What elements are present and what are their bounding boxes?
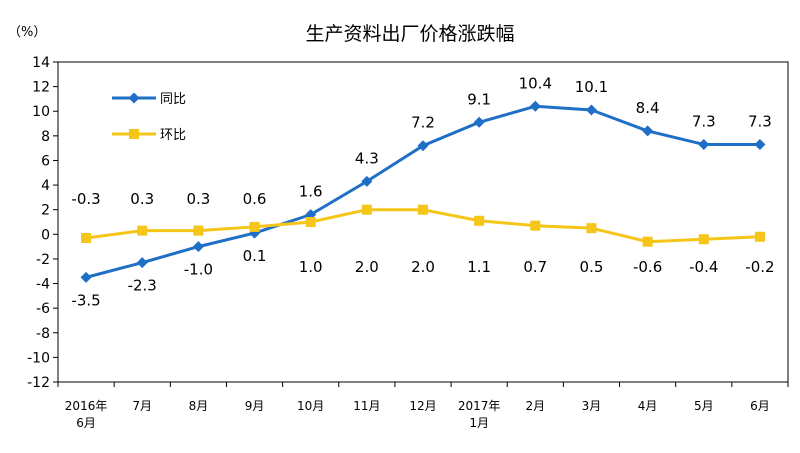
data-label: 0.3 [130,190,154,208]
data-point-marker [473,116,485,128]
plot-area-border [57,61,789,383]
data-label: 10.1 [575,78,608,96]
x-tick-label: 10月 [297,399,324,413]
data-point-marker [754,138,766,150]
y-tick-label: 12 [32,80,50,96]
x-tick-label: 3月 [582,399,602,413]
x-tick-label: 12月 [409,399,436,413]
chart-title: 生产资料出厂价格涨跌幅 [305,23,514,45]
x-tick-label: 6月 [76,416,96,430]
x-tick-label: 4月 [638,399,658,413]
data-label: 7.3 [748,112,772,130]
data-label: -1.0 [184,261,213,279]
data-label: 0.1 [243,247,267,265]
data-label: -0.3 [71,190,100,208]
y-tick-label: -2 [36,252,50,268]
data-point-marker [698,234,709,245]
data-point-marker [474,215,485,226]
y-tick-label: 6 [41,153,50,169]
legend-label: 同比 [160,92,186,107]
y-tick-label: 0 [41,227,50,243]
y-tick-label: 2 [41,203,50,219]
legend-marker [129,129,139,139]
data-point-marker [418,204,428,215]
x-tick-label: 6月 [750,399,770,413]
data-label: 8.4 [636,99,660,117]
x-tick-label: 8月 [189,399,209,413]
y-axis-unit-label: （%） [8,25,46,40]
data-label: 10.4 [519,74,552,92]
axes: 14 12 10 8 6 4 2 0 -2 -4 -6 -8 -10 -12 2016年 6月 7月 8月 9月 10… [27,55,789,430]
data-point-marker [192,241,204,253]
data-point-marker [417,140,429,152]
x-tick-label: 9月 [245,399,265,413]
data-point-marker [642,236,653,247]
x-tick-label: 2016年 [65,399,108,413]
data-label: -2.3 [128,277,157,295]
legend-marker [128,92,140,104]
x-tick-label: 2017年 [458,399,501,413]
y-tick-label: -6 [36,301,50,317]
data-label: -3.5 [71,291,100,309]
y-tick-label: -4 [36,277,50,293]
data-point-marker [754,231,765,242]
data-label: 4.3 [355,149,379,167]
data-label: 0.3 [186,190,210,208]
x-tick-label: 1月 [469,416,489,430]
data-label: -0.4 [689,258,718,276]
legend-item-yoy: 同比 [112,92,186,107]
x-tick-label: 5月 [694,399,714,413]
x-tick-label: 2月 [525,399,545,413]
y-tick-label: -8 [36,326,50,342]
data-point-marker [81,233,92,243]
data-point-marker [361,175,373,187]
data-point-marker [585,104,597,116]
data-point-marker [529,100,541,112]
data-label: -0.2 [745,258,774,276]
y-tick-label: 14 [32,55,50,71]
y-tick-label: -12 [27,375,50,391]
x-tick-label: 7月 [132,399,152,413]
data-point-marker [305,217,316,227]
data-point-marker [80,271,92,283]
legend-item-mom: 环比 [112,128,186,143]
data-label: 0.5 [580,258,604,276]
data-label: 0.7 [523,258,547,276]
y-tick-label: 4 [41,178,50,194]
data-point-marker [193,225,204,236]
y-tick-label: 10 [32,104,50,120]
series-layer [80,100,766,283]
data-point-marker [361,204,372,215]
data-point-marker [136,257,148,269]
data-label: 2.0 [355,258,379,276]
legend-label: 环比 [160,128,186,143]
data-point-marker [642,125,654,137]
y-tick-label: -10 [27,350,50,366]
data-label: 7.3 [692,112,716,130]
series-mom [81,204,765,247]
data-point-marker [249,221,260,232]
data-point-marker [586,223,597,234]
data-label: 7.2 [411,114,435,132]
data-point-marker [137,225,148,236]
data-label: 0.6 [243,190,267,208]
data-point-marker [530,220,541,231]
data-label: 9.1 [467,90,491,108]
x-tick-label: 11月 [353,399,380,413]
data-point-marker [698,138,710,150]
series-yoy [80,100,766,283]
data-labels: -3.5 -2.3 -1.0 0.1 1.6 4.3 7.2 9.1 10.4 10.1 8.4 7.… [71,74,774,309]
data-label: -0.6 [633,258,662,276]
data-label: 1.1 [467,258,491,276]
y-tick-label: 8 [41,129,50,145]
data-label: 1.0 [299,258,323,276]
data-label: 2.0 [411,258,435,276]
data-label: 1.6 [299,183,323,201]
